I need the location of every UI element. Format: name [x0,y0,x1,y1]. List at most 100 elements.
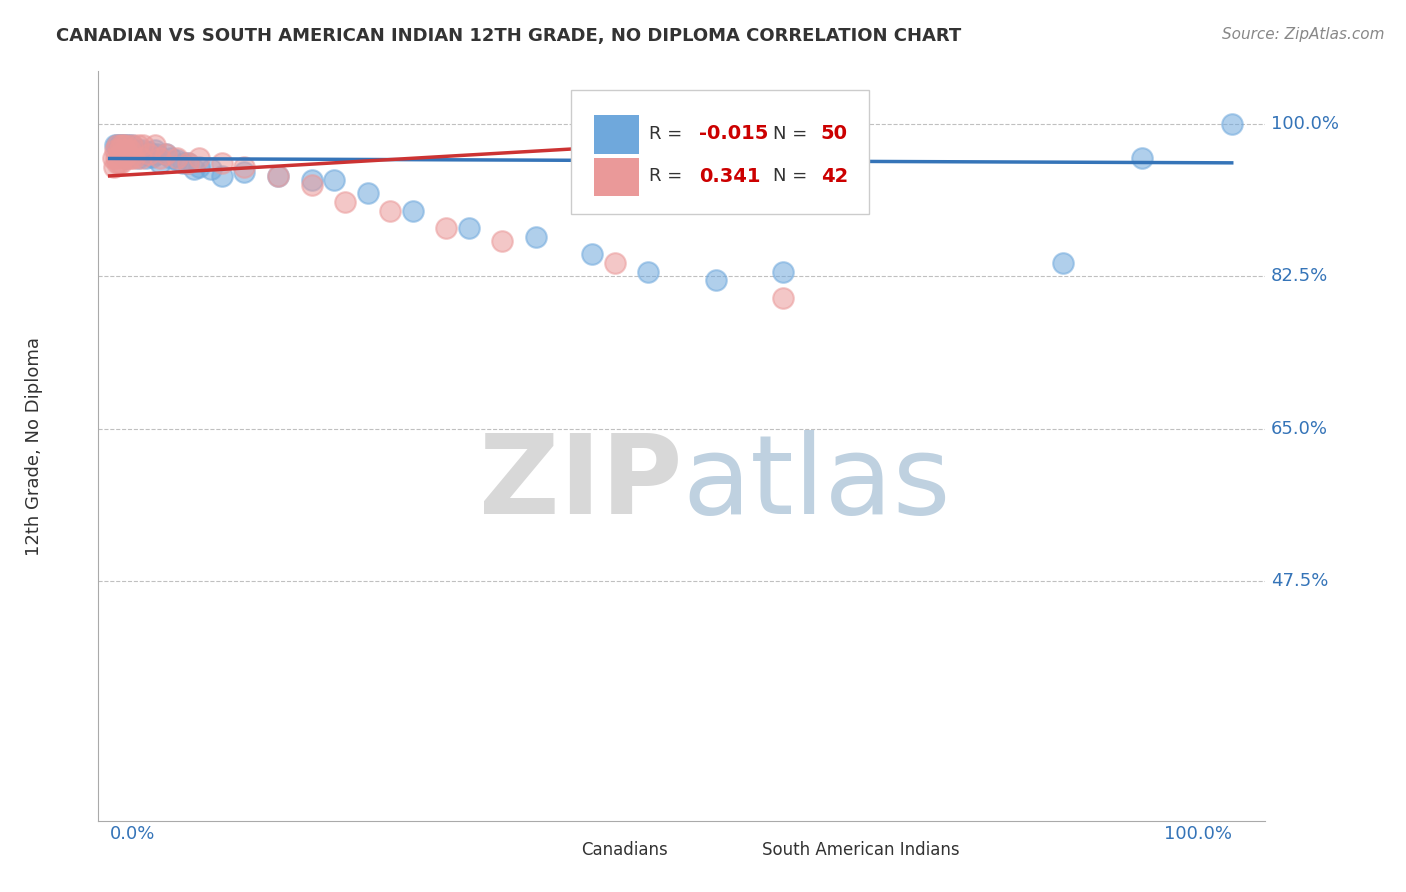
Point [211,156,233,170]
Point [107,156,129,170]
Point [1130,152,1153,166]
Text: Canadians: Canadians [582,841,668,859]
Text: 50: 50 [821,124,848,143]
Text: N =: N = [773,125,813,143]
Text: 100.0%: 100.0% [1164,825,1232,843]
Point [120,152,142,166]
Point [301,178,323,192]
Point [772,291,794,305]
Text: 100.0%: 100.0% [1271,115,1339,133]
Point [111,143,134,157]
Point [110,138,132,153]
Point [111,147,134,161]
Point [112,152,135,166]
Point [177,156,200,170]
Bar [536,836,575,864]
Text: R =: R = [650,125,688,143]
Point [160,152,183,166]
Point [155,147,177,161]
Point [301,173,323,187]
Point [188,160,211,174]
Point [121,138,143,153]
Point [114,147,136,161]
Point [110,147,132,161]
Point [267,169,290,183]
Point [166,152,188,166]
Point [107,156,129,170]
Text: 12th Grade, No Diploma: 12th Grade, No Diploma [25,336,44,556]
Point [143,143,166,157]
Point [132,138,155,153]
Point [457,221,479,235]
Text: South American Indians: South American Indians [762,841,960,859]
Point [138,147,160,161]
Point [149,156,172,170]
Point [401,203,423,218]
Point [129,147,152,161]
Point [138,145,160,159]
Point [233,160,256,174]
Point [103,160,125,174]
Point [143,138,166,153]
Point [127,138,149,153]
Point [118,152,141,166]
Point [104,143,127,157]
Point [772,265,794,279]
Point [177,156,200,170]
Point [107,143,129,157]
Point [110,156,132,170]
Point [118,143,141,157]
Point [135,152,157,166]
Point [108,147,131,161]
Point [141,150,163,164]
Point [149,152,172,166]
Point [107,138,129,153]
Point [127,152,149,166]
Point [155,147,177,161]
Point [101,152,124,166]
Text: 82.5%: 82.5% [1271,267,1329,285]
Point [637,265,659,279]
Point [110,138,132,153]
Bar [717,836,755,864]
Text: 0.341: 0.341 [699,167,761,186]
Point [491,234,513,248]
Point [172,156,194,170]
Point [524,230,547,244]
Point [124,152,146,166]
Point [380,203,402,218]
Point [115,138,138,153]
Text: 47.5%: 47.5% [1271,572,1329,590]
FancyBboxPatch shape [571,90,869,214]
Point [132,143,155,157]
Bar [595,115,638,153]
Point [121,138,143,153]
Text: 42: 42 [821,167,848,186]
Point [1220,117,1243,131]
Point [118,145,141,159]
Point [104,138,127,153]
Point [117,147,139,161]
Point [117,138,139,153]
Point [267,169,290,183]
Point [335,195,357,210]
Point [124,147,146,161]
Text: -0.015: -0.015 [699,124,769,143]
Point [115,138,138,153]
Point [183,161,205,176]
Point [211,169,233,183]
Point [603,256,626,270]
Point [127,143,149,157]
Point [357,186,380,201]
Point [166,153,188,168]
Point [112,138,135,153]
Point [704,273,727,287]
Point [115,152,138,166]
Point [112,143,135,157]
Text: 0.0%: 0.0% [110,825,155,843]
Point [129,152,152,166]
Point [112,138,135,153]
Point [581,247,603,261]
Text: N =: N = [773,168,813,186]
Text: 65.0%: 65.0% [1271,419,1329,438]
